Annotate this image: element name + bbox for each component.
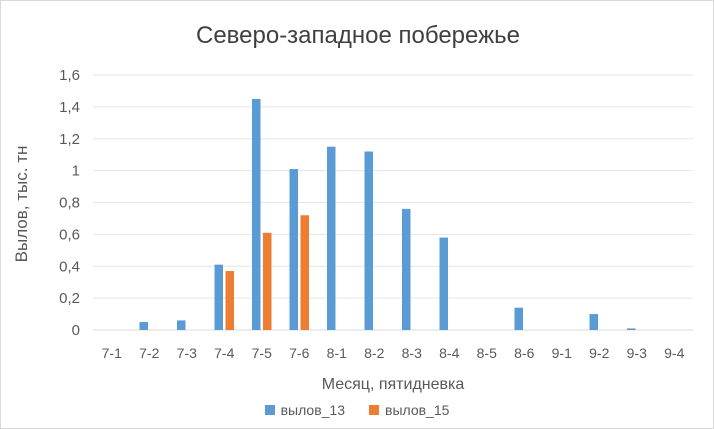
legend-swatch-series-2	[369, 405, 379, 415]
bar-1-8-1	[327, 146, 336, 330]
bar-1-7-6	[289, 169, 298, 330]
y-axis-label: Вылов, тыс. тн	[12, 146, 31, 263]
y-tick-label: 1	[72, 163, 80, 180]
bar-1-7-5	[252, 98, 261, 330]
bar-1-8-4	[439, 237, 448, 330]
bar-2-7-6	[300, 215, 309, 330]
x-tick-label: 7-3	[177, 345, 197, 361]
x-tick-label: 8-2	[364, 345, 384, 361]
y-tick-label: 0,2	[59, 290, 80, 307]
x-tick-label: 8-3	[402, 345, 422, 361]
bar-2-7-5	[263, 232, 272, 330]
x-tick-label: 7-2	[139, 345, 159, 361]
y-tick-label: 0,8	[59, 195, 80, 212]
bar-2-7-4	[225, 271, 234, 330]
x-tick-label: 9-2	[589, 345, 609, 361]
y-tick-label: 0	[72, 322, 80, 339]
x-tick-label: 7-4	[214, 345, 234, 361]
x-tick-labels: 7-1 7-2 7-3 7-4 7-5 7-6 8-1 8-2 8-3 8-4 8-5 8-6 9-1 9…	[102, 345, 685, 361]
y-tick-labels: 0 0,2 0,4 0,6 0,8 1 1,2 1,4 1,6	[59, 67, 80, 339]
x-tick-label: 8-1	[327, 345, 347, 361]
x-tick-label: 9-3	[627, 345, 647, 361]
bar-1-7-2	[139, 322, 148, 330]
x-axis-label: Месяц, пятидневка	[322, 376, 465, 393]
bar-1-8-3	[402, 208, 411, 330]
bar-1-9-3	[627, 328, 636, 330]
y-tick-label: 0,4	[59, 258, 80, 275]
x-tick-label: 7-6	[289, 345, 309, 361]
bars	[139, 98, 636, 330]
legend-label-series-2: вылов_15	[385, 402, 450, 418]
legend-label-series-1: вылов_13	[280, 402, 345, 418]
x-tick-label: 9-4	[664, 345, 684, 361]
x-tick-label: 7-5	[252, 345, 272, 361]
legend-item-series-1: вылов_13	[264, 402, 345, 418]
legend-item-series-2: вылов_15	[369, 402, 449, 418]
legend-swatch-series-1	[264, 405, 275, 415]
bar-1-8-2	[364, 151, 373, 330]
x-tick-label: 9-1	[552, 345, 572, 361]
gridlines	[93, 74, 693, 331]
x-tick-label: 8-4	[439, 345, 459, 361]
y-tick-label: 0,6	[59, 226, 80, 243]
bar-1-8-6	[514, 307, 523, 330]
chart-title: Северо-западное побережье	[196, 22, 520, 49]
bar-1-7-4	[214, 264, 223, 330]
x-tick-label: 8-6	[514, 345, 534, 361]
y-tick-label: 1,6	[59, 67, 80, 84]
y-tick-label: 1,2	[59, 131, 80, 148]
bar-1-7-3	[177, 320, 186, 330]
y-tick-label: 1,4	[59, 99, 80, 116]
x-tick-label: 8-5	[477, 345, 497, 361]
legend: вылов_13 вылов_15	[1, 399, 713, 421]
bar-chart: Северо-западное побережье Вылов, тыс. тн…	[12, 22, 693, 393]
bar-1-9-2	[589, 314, 598, 330]
x-tick-label: 7-1	[102, 345, 122, 361]
